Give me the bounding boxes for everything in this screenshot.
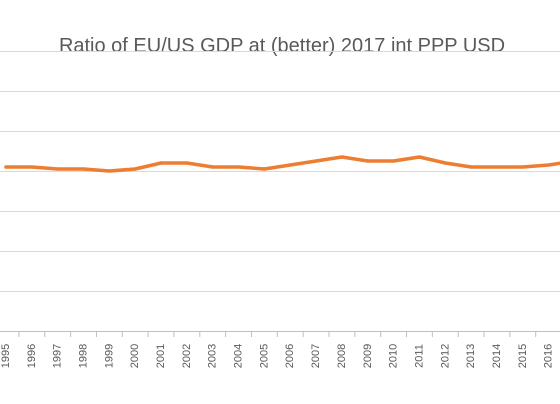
x-tick-label: 1995 <box>0 344 12 368</box>
x-tick-label: 2011 <box>413 344 425 368</box>
x-tick-label: 2001 <box>155 344 167 368</box>
data-point <box>521 165 525 169</box>
x-tick-label: 2005 <box>258 344 270 368</box>
x-tick-label: 2014 <box>491 344 503 368</box>
data-point <box>262 167 266 171</box>
x-axis <box>0 331 560 337</box>
data-point <box>288 163 292 167</box>
data-point <box>159 161 163 165</box>
data-point <box>392 159 396 163</box>
data-point <box>185 161 189 165</box>
data-point <box>495 165 499 169</box>
data-point <box>547 163 551 167</box>
x-tick-label: 1999 <box>103 344 115 368</box>
x-tick-label: 2006 <box>284 344 296 368</box>
gridlines <box>0 51 560 292</box>
x-tick-label: 2008 <box>336 344 348 368</box>
x-tick-label: 2007 <box>310 344 322 368</box>
data-point <box>107 169 111 173</box>
data-point <box>366 159 370 163</box>
data-point <box>30 165 34 169</box>
series-line <box>4 155 560 173</box>
x-tick-label: 1996 <box>26 344 38 368</box>
data-point <box>211 165 215 169</box>
data-point <box>81 167 86 171</box>
x-tick-label: 2003 <box>207 344 219 368</box>
x-tick-label: 1998 <box>78 344 90 368</box>
chart-title: Ratio of EU/US GDP at (better) 2017 int … <box>59 35 505 57</box>
x-axis-tick-labels: 1995 1996 1997 1998 1999 2000 2001 2002 2003 2004… <box>0 344 555 368</box>
data-point <box>56 167 60 171</box>
series-layer <box>4 155 560 173</box>
x-tick-label: 2013 <box>465 344 477 368</box>
data-point <box>469 165 473 169</box>
x-tick-label: 1997 <box>52 344 64 368</box>
x-tick-label: 2016 <box>543 344 555 368</box>
x-tick-label: 2002 <box>181 344 193 368</box>
data-point <box>417 155 422 159</box>
x-tick-label: 2004 <box>233 344 245 368</box>
data-point <box>340 155 344 159</box>
data-point <box>443 161 447 165</box>
data-point <box>4 165 8 169</box>
x-tick-label: 2009 <box>362 344 374 368</box>
x-tick-label: 2015 <box>517 344 529 368</box>
x-tick-label: 2010 <box>388 344 400 368</box>
data-point <box>133 167 137 171</box>
data-point <box>236 165 241 169</box>
data-point <box>314 159 318 163</box>
x-tick-label: 2000 <box>129 344 141 368</box>
x-tick-label: 2012 <box>439 344 451 368</box>
